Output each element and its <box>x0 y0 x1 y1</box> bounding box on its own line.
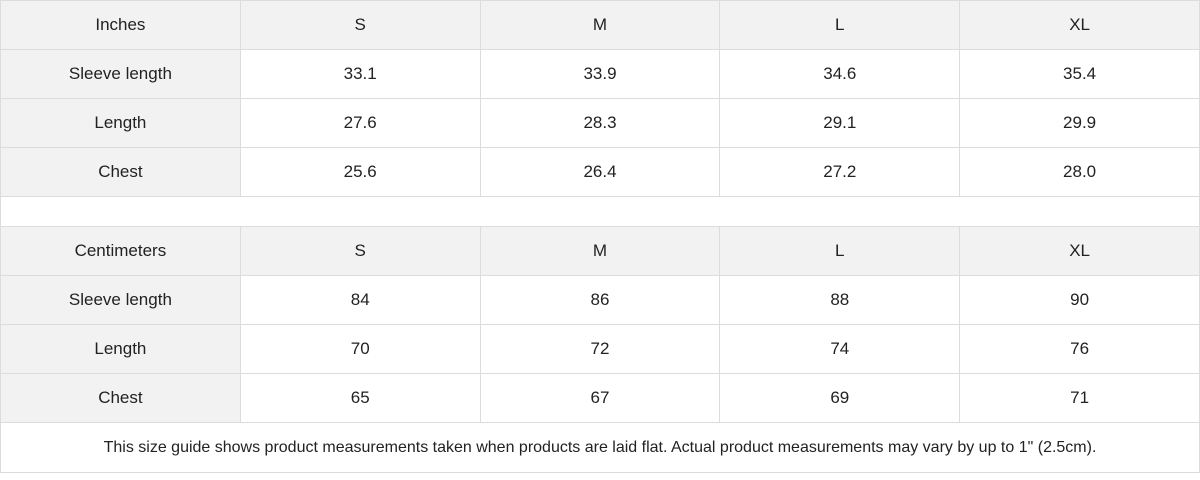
measurement-value: 76 <box>959 324 1200 374</box>
table-row: Sleeve length 33.1 33.9 34.6 35.4 <box>0 49 1200 99</box>
measurement-value: 27.2 <box>719 147 961 197</box>
header-row: Centimeters S M L XL <box>0 226 1200 276</box>
header-row: Inches S M L XL <box>0 0 1200 50</box>
measurement-label: Length <box>0 324 241 374</box>
size-header: M <box>479 226 721 276</box>
measurement-label: Chest <box>0 373 241 423</box>
measurement-value: 29.9 <box>959 98 1200 148</box>
size-header: S <box>239 226 481 276</box>
table-row: Chest 25.6 26.4 27.2 28.0 <box>0 147 1200 197</box>
measurement-value: 86 <box>479 275 721 325</box>
measurement-value: 88 <box>719 275 961 325</box>
table-spacer <box>0 196 1200 227</box>
measurement-label: Length <box>0 98 241 148</box>
measurement-value: 29.1 <box>719 98 961 148</box>
measurement-label: Sleeve length <box>0 49 241 99</box>
unit-header: Centimeters <box>0 226 241 276</box>
measurement-value: 27.6 <box>239 98 481 148</box>
measurement-label: Chest <box>0 147 241 197</box>
table-row: Length 70 72 74 76 <box>0 324 1200 374</box>
table-row: Length 27.6 28.3 29.1 29.9 <box>0 98 1200 148</box>
measurement-value: 90 <box>959 275 1200 325</box>
measurement-value: 67 <box>479 373 721 423</box>
measurement-value: 35.4 <box>959 49 1200 99</box>
size-header: S <box>239 0 481 50</box>
size-guide-note: This size guide shows product measuremen… <box>0 422 1200 473</box>
spacer-cell <box>0 196 1200 227</box>
note-row: This size guide shows product measuremen… <box>0 422 1200 473</box>
size-header: L <box>719 226 961 276</box>
measurement-value: 65 <box>239 373 481 423</box>
size-header: XL <box>959 0 1200 50</box>
measurement-value: 70 <box>239 324 481 374</box>
size-header: M <box>479 0 721 50</box>
measurement-label: Sleeve length <box>0 275 241 325</box>
measurement-value: 71 <box>959 373 1200 423</box>
measurement-value: 26.4 <box>479 147 721 197</box>
measurement-value: 33.9 <box>479 49 721 99</box>
table-row: Sleeve length 84 86 88 90 <box>0 275 1200 325</box>
measurement-value: 72 <box>479 324 721 374</box>
measurement-value: 69 <box>719 373 961 423</box>
table-row: Chest 65 67 69 71 <box>0 373 1200 423</box>
measurement-value: 74 <box>719 324 961 374</box>
measurement-value: 34.6 <box>719 49 961 99</box>
measurement-value: 25.6 <box>239 147 481 197</box>
size-header: XL <box>959 226 1200 276</box>
measurement-value: 28.3 <box>479 98 721 148</box>
unit-header: Inches <box>0 0 241 50</box>
measurement-value: 33.1 <box>239 49 481 99</box>
size-header: L <box>719 0 961 50</box>
measurement-value: 84 <box>239 275 481 325</box>
measurement-value: 28.0 <box>959 147 1200 197</box>
